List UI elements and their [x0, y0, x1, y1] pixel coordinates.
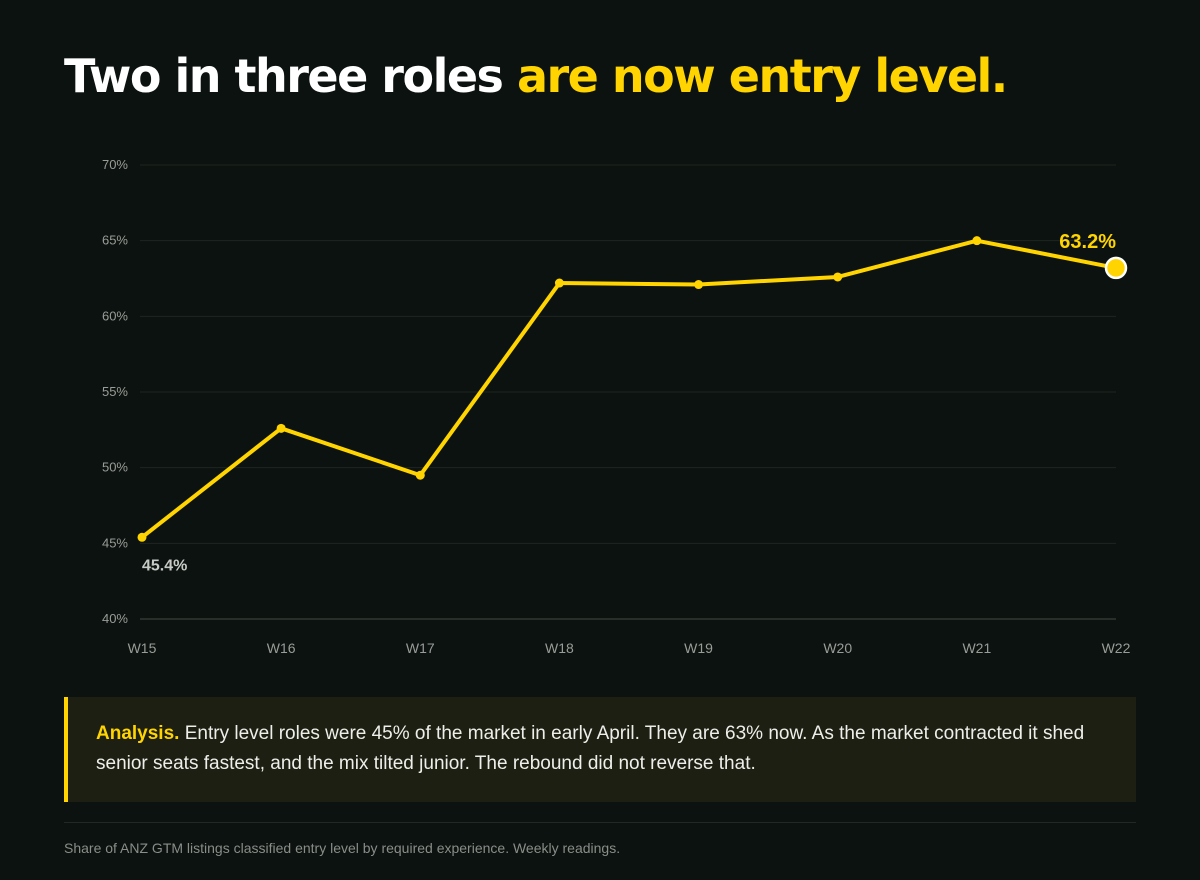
data-point [694, 280, 704, 290]
data-point-latest [1104, 256, 1128, 280]
x-tick-label: W22 [1102, 640, 1131, 656]
x-tick-label: W16 [267, 640, 296, 656]
series-line [140, 238, 1118, 540]
headline-accent: are now entry level. [516, 49, 1008, 103]
line-chart: 40% 45% 50% 55% 60% 65% 70% W15 W16 W17 W18 W19 W20… [102, 157, 1131, 656]
data-annotations: 45.4% 63.2% [142, 231, 1116, 574]
footnote: Share of ANZ GTM listings classified ent… [64, 840, 621, 856]
x-tick-label: W19 [684, 640, 713, 656]
data-label: 63.2% [1059, 231, 1116, 253]
x-tick-label: W17 [406, 640, 435, 656]
x-tick-label: W18 [545, 640, 574, 656]
data-point [137, 532, 147, 542]
y-tick-label: 60% [102, 308, 128, 323]
footer-divider [64, 822, 1136, 823]
gridlines [140, 164, 1116, 620]
data-point [833, 272, 843, 282]
analysis-text: Entry level roles were 45% of the market… [96, 723, 1085, 774]
data-point [276, 423, 286, 433]
data-points [137, 236, 1128, 542]
data-point [415, 470, 425, 480]
headline: Two in three roles are now entry level. [64, 46, 1008, 106]
headline-lead: Two in three roles [64, 49, 504, 103]
data-label: 45.4% [142, 557, 187, 574]
analysis-callout: Analysis. Entry level roles were 45% of … [64, 697, 1136, 802]
y-tick-label: 45% [102, 535, 128, 550]
y-tick-label: 55% [102, 384, 128, 399]
series-line-layer [140, 238, 1118, 540]
y-tick-label: 70% [102, 157, 128, 172]
x-tick-label: W20 [823, 640, 852, 656]
data-point [972, 236, 982, 246]
analysis-label: Analysis. [96, 723, 180, 744]
x-axis-ticks: W15 W16 W17 W18 W19 W20 W21 W22 [128, 640, 1131, 656]
y-axis-ticks: 40% 45% 50% 55% 60% 65% 70% [102, 157, 128, 626]
x-tick-label: W15 [128, 640, 157, 656]
y-tick-label: 65% [102, 233, 128, 248]
x-tick-label: W21 [962, 640, 991, 656]
y-tick-label: 50% [102, 460, 128, 475]
data-point [554, 278, 564, 288]
y-tick-label: 40% [102, 611, 128, 626]
